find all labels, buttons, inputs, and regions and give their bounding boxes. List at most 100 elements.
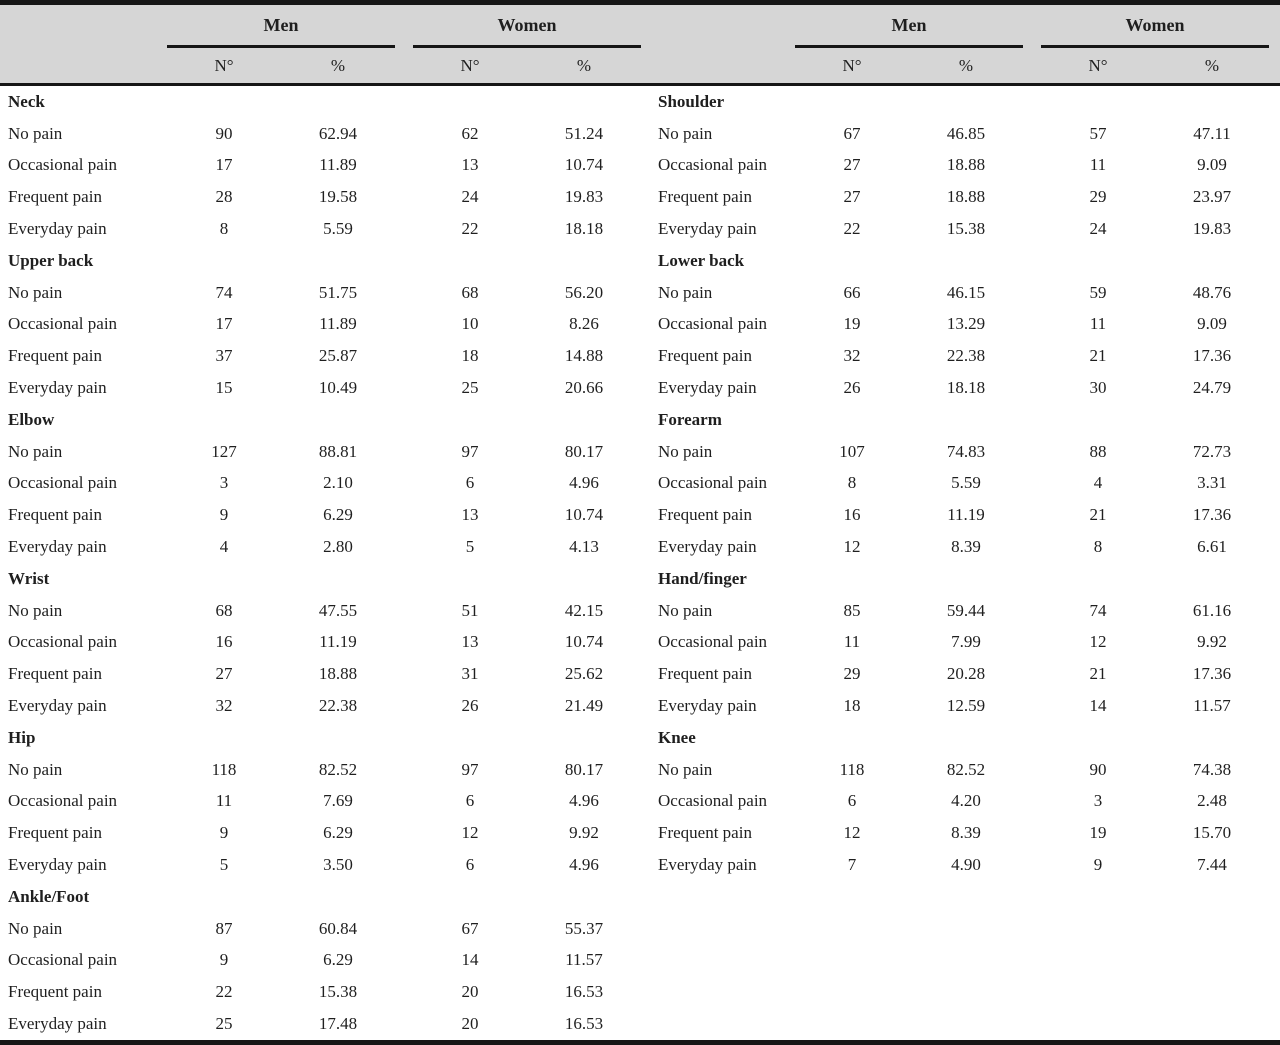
men-pct-cell: 47.55 — [318, 600, 358, 620]
women-pct-cell: 16.53 — [564, 1014, 604, 1033]
row-label: Frequent pain — [8, 505, 102, 525]
men-n-cell: 11 — [215, 791, 233, 811]
row-label: Everyday pain — [8, 378, 107, 398]
women-pct-cell: 17.36 — [1192, 346, 1232, 366]
men-pct-cell: 18.18 — [946, 378, 986, 398]
men-n-cell: 127 — [211, 441, 237, 461]
row-label: Everyday pain — [8, 537, 107, 557]
men-pct-cell: 2.10 — [323, 473, 353, 493]
row-label: Occasional pain — [658, 155, 768, 175]
row-gap — [395, 309, 413, 341]
men-n-cell: 6 — [847, 791, 857, 811]
men-n-cell: 85 — [843, 600, 861, 620]
women-n-cell: 3 — [1093, 791, 1103, 811]
women-pct-cell: 25.62 — [564, 664, 604, 684]
women-n-cell: 62 — [461, 123, 479, 143]
women-pct-cell: 9.92 — [569, 823, 599, 843]
row-label: Everyday pain — [658, 219, 757, 239]
women-pct-cell: 4.13 — [569, 537, 599, 557]
men-n-cell: 66 — [843, 282, 861, 302]
men-n-cell: 37 — [215, 346, 233, 366]
row-gap — [395, 658, 413, 690]
women-n-cell: 68 — [461, 282, 479, 302]
men-pct-cell: 6.29 — [323, 823, 353, 843]
men-n-cell: 3 — [219, 473, 229, 493]
men-pct-cell: 62.94 — [318, 123, 358, 143]
women-pct-cell: 3.31 — [1197, 473, 1227, 493]
row-label: Frequent pain — [8, 187, 102, 207]
women-pct-cell: 23.97 — [1192, 187, 1232, 207]
men-pct-cell: 5.59 — [323, 219, 353, 239]
row-gap — [395, 181, 413, 213]
row-label: Frequent pain — [658, 664, 752, 684]
men-n-cell: 5 — [219, 855, 229, 875]
row-gap — [395, 213, 413, 245]
women-pct-cell: 7.44 — [1197, 855, 1227, 875]
women-pct-cell: 8.26 — [569, 314, 599, 334]
row-gap — [395, 340, 413, 372]
row-label: Occasional pain — [8, 473, 118, 493]
men-n-cell: 67 — [843, 123, 861, 143]
men-pct-cell: 2.80 — [323, 537, 353, 557]
men-pct-cell: 82.52 — [318, 759, 358, 779]
women-n-cell: 12 — [1089, 632, 1107, 652]
men-n-cell: 118 — [839, 759, 865, 779]
women-pct-cell: 24.79 — [1192, 378, 1232, 398]
row-label: No pain — [658, 282, 713, 302]
men-n-cell: 74 — [215, 282, 233, 302]
men-n-cell: 9 — [219, 823, 229, 843]
men-pct-cell: 46.15 — [946, 282, 986, 302]
section-header: Forearm — [658, 409, 722, 429]
men-pct-cell: 18.88 — [318, 664, 358, 684]
women-n-cell: 21 — [1089, 664, 1107, 684]
women-n-cell: 6 — [465, 855, 475, 875]
section-header: Wrist — [8, 568, 50, 588]
men-pct-cell: 11.89 — [319, 314, 357, 334]
women-n-cell: 90 — [1089, 759, 1107, 779]
women-n-cell: 19 — [1089, 823, 1107, 843]
women-n-cell: 18 — [461, 346, 479, 366]
women-pct-subheader-left: % — [576, 55, 592, 75]
women-n-cell: 31 — [461, 664, 479, 684]
men-n-cell: 7 — [847, 855, 857, 875]
women-pct-cell: 61.16 — [1192, 600, 1232, 620]
men-n-cell: 68 — [215, 600, 233, 620]
women-n-cell: 29 — [1089, 187, 1107, 207]
women-n-cell: 5 — [465, 537, 475, 557]
section-header: Upper back — [8, 250, 94, 270]
men-n-cell: 17 — [215, 155, 233, 175]
women-pct-cell: 72.73 — [1192, 441, 1232, 461]
women-pct-cell: 17.36 — [1192, 664, 1232, 684]
row-gap — [1023, 595, 1041, 627]
men-pct-cell: 88.81 — [318, 441, 358, 461]
women-n-cell: 97 — [461, 759, 479, 779]
men-n-cell: 27 — [843, 155, 861, 175]
row-label: Everyday pain — [8, 855, 107, 875]
women-n-cell: 6 — [465, 473, 475, 493]
women-pct-cell: 4.96 — [569, 855, 599, 875]
row-label: Everyday pain — [8, 1014, 107, 1033]
men-n-cell: 12 — [843, 823, 861, 843]
row-gap — [1023, 150, 1041, 182]
men-n-cell: 22 — [843, 219, 861, 239]
men-pct-subheader-right: % — [958, 55, 974, 75]
men-n-cell: 12 — [843, 537, 861, 557]
row-gap — [395, 817, 413, 849]
women-pct-cell: 47.11 — [1193, 123, 1231, 143]
men-n-subheader-left: N° — [214, 55, 234, 75]
row-gap — [1023, 817, 1041, 849]
men-pct-subheader-left: % — [330, 55, 346, 75]
women-n-cell: 59 — [1089, 282, 1107, 302]
women-n-subheader-right: N° — [1088, 55, 1108, 75]
men-pct-cell: 15.38 — [318, 982, 358, 1002]
row-gap — [1023, 690, 1041, 722]
men-n-cell: 27 — [215, 664, 233, 684]
women-n-cell: 30 — [1089, 378, 1107, 398]
row-label: Occasional pain — [658, 791, 768, 811]
row-gap — [395, 849, 413, 881]
men-pct-cell: 10.49 — [318, 378, 358, 398]
women-n-cell: 25 — [461, 378, 479, 398]
row-label: Occasional pain — [8, 632, 118, 652]
men-pct-cell: 82.52 — [946, 759, 986, 779]
